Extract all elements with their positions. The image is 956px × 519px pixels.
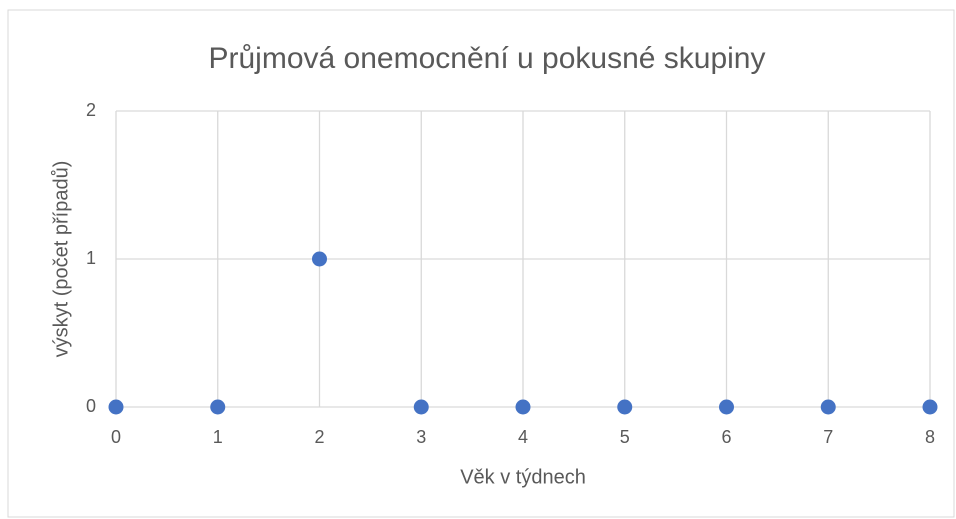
point [515,399,531,415]
point [210,399,226,415]
x-tick-label: 7 [823,427,833,447]
x-tick-label: 3 [416,427,426,447]
y-tick-label: 1 [86,248,96,268]
y-tick-label: 0 [86,396,96,416]
x-tick-label: 6 [721,427,731,447]
x-axis-label: Věk v týdnech [460,466,586,488]
point [108,399,124,415]
x-tick-label: 8 [925,427,935,447]
y-axis-label: výskyt (počet případů) [50,161,72,358]
x-tick-label: 2 [314,427,324,447]
point [617,399,633,415]
chart-title: Průjmová onemocnění u pokusné skupiny [209,42,766,75]
point [719,399,734,415]
point [312,251,327,267]
point [820,399,836,415]
x-tick-label: 1 [213,427,223,447]
x-tick-label: 5 [620,427,630,447]
x-tick-label: 4 [518,427,528,447]
x-tick-label: 0 [111,427,121,447]
y-tick-label: 2 [86,100,96,120]
point [922,399,938,415]
chart-frame [7,9,955,518]
point [413,399,429,415]
